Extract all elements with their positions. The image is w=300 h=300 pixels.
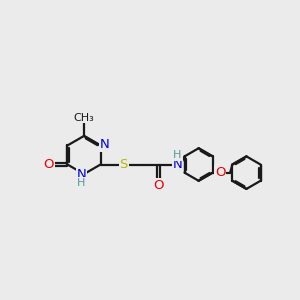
Text: O: O [215,166,225,179]
Text: N: N [172,158,182,171]
Text: N: N [100,138,110,151]
Text: O: O [153,179,164,192]
Text: O: O [44,158,54,171]
Text: H: H [173,150,182,160]
Text: S: S [120,158,128,171]
Text: N: N [76,168,86,181]
Text: H: H [77,178,86,188]
Text: CH₃: CH₃ [74,113,94,123]
